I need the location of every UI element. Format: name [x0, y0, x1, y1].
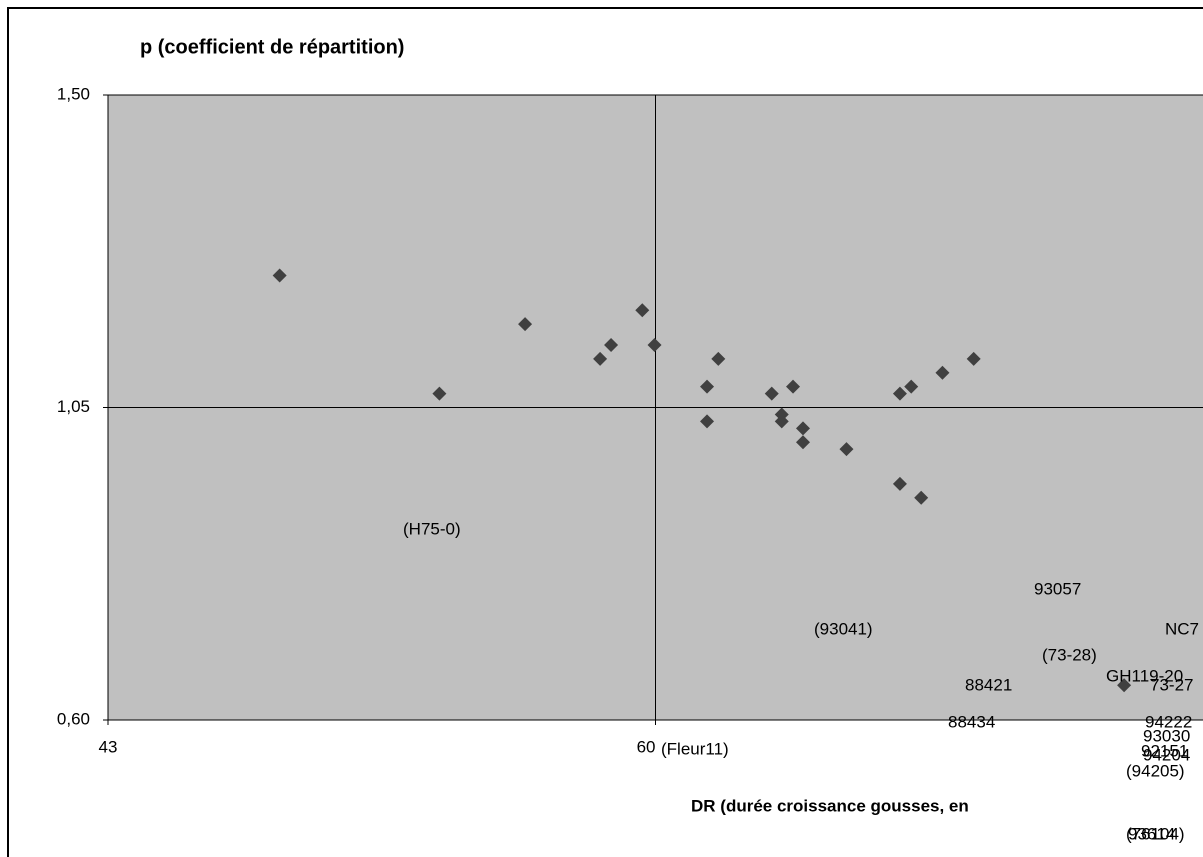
x-axis-label: DR (durée croissance gousses, en — [691, 796, 969, 815]
point-annotation: 94222 — [1145, 712, 1192, 731]
point-annotation: 88434 — [948, 712, 995, 731]
point — [700, 379, 715, 394]
point — [892, 386, 907, 401]
point-annotation: 73-27 — [1150, 675, 1193, 694]
point — [635, 303, 650, 318]
point — [796, 421, 811, 436]
point — [711, 351, 726, 366]
chart-title: p (coefficient de répartition) — [140, 36, 404, 58]
point-annotation: (73-28) — [1042, 645, 1097, 664]
point-annotation: (94205) — [1126, 761, 1185, 780]
point — [647, 338, 662, 352]
point — [1117, 678, 1132, 693]
x-tick-label: 43 — [99, 737, 118, 756]
point — [764, 386, 779, 401]
y-tick-label: 1,50 — [57, 84, 90, 103]
point — [966, 351, 981, 366]
point-annotation: NC7 — [1165, 619, 1199, 638]
point — [892, 476, 907, 491]
point — [796, 435, 811, 450]
point-annotation: 88421 — [965, 675, 1012, 694]
point — [904, 379, 919, 394]
point — [786, 379, 801, 394]
point — [914, 490, 929, 505]
x-tick-label: 60 — [637, 737, 656, 756]
point — [935, 365, 950, 380]
point-annotation: 92151 — [1141, 741, 1188, 760]
point-annotation: GH119-20 — [1106, 666, 1183, 685]
point-annotation: 93030 — [1143, 726, 1190, 745]
point-annotation: (H75-0) — [403, 519, 461, 538]
point — [518, 317, 533, 332]
point-annotation: (Fleur11) — [661, 739, 729, 758]
point-annotation: (93041) — [814, 619, 873, 638]
point-annotation: (76104) — [1126, 824, 1185, 843]
point — [604, 338, 619, 352]
point-annotation: 94204 — [1143, 745, 1190, 764]
point — [272, 268, 287, 283]
y-tick-label: 1,05 — [57, 397, 90, 416]
point — [432, 386, 447, 401]
point — [593, 351, 608, 366]
point-annotation: 93614 — [1128, 824, 1175, 843]
point — [774, 414, 789, 429]
point — [839, 442, 854, 457]
point — [700, 414, 715, 429]
y-tick-label: 0,60 — [57, 709, 90, 728]
point-annotation: 93057 — [1034, 579, 1081, 598]
